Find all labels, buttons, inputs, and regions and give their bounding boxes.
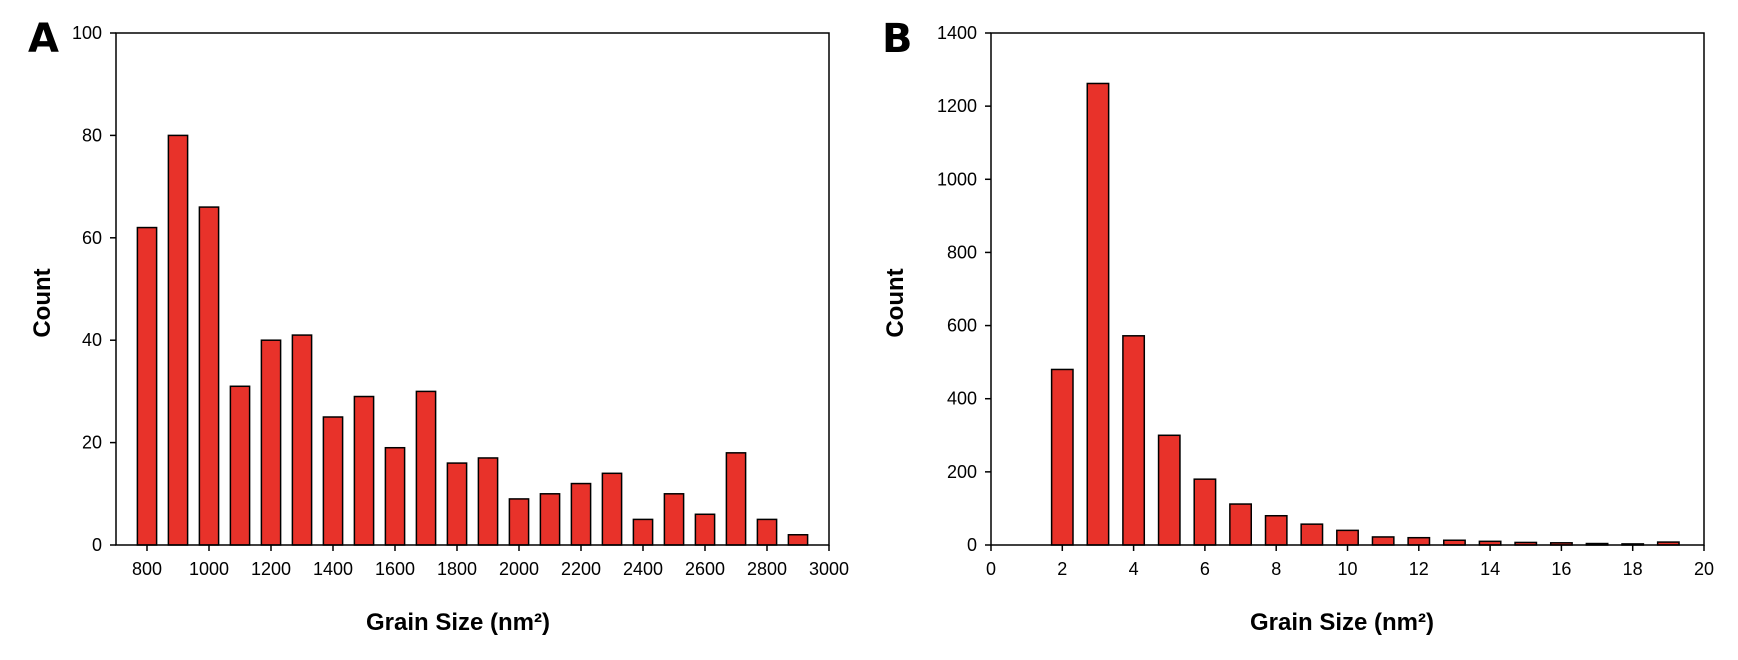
panel-b-bar-8 [1264, 514, 1288, 546]
panel-a-x-tick-label: 3000 [809, 559, 849, 579]
panel-a-bars [136, 134, 809, 546]
panel-a-bar-1100 [229, 385, 251, 546]
panel-b-bar-4 [1122, 335, 1146, 546]
panel-b-letter: B [882, 16, 913, 62]
panel-a-x-tick-label: 1800 [437, 559, 477, 579]
panel-b-y-tick-label: 600 [947, 316, 977, 336]
panel-a-y-tick-label: 20 [82, 433, 102, 453]
panel-b-x-tick-label: 4 [1129, 559, 1139, 579]
panel-a-x-tick-label: 1600 [375, 559, 415, 579]
panel-b-x-axis-title: Grain Size (nm²) [1250, 609, 1434, 636]
panel-a-bar-1900 [477, 457, 499, 546]
panel-b-y-tick-label: 400 [947, 389, 977, 409]
panel-b-x-tick-label: 0 [986, 559, 996, 579]
panel-a-bar-1400 [322, 416, 344, 546]
panel-a-bar-1800 [446, 462, 468, 546]
panel-a-bar-1000 [198, 206, 220, 546]
panel-b-x-tick-label: 8 [1271, 559, 1281, 579]
panel-a-bar-2500 [663, 493, 685, 546]
panel-a-ticks: 800 1000 1200 1400 1600 1800 2000 2200 2400 2600 2… [72, 23, 849, 579]
panel-a-x-tick-label: 2400 [623, 559, 663, 579]
panel-a-y-tick-label: 0 [92, 535, 102, 555]
panel-b-bar-6 [1193, 478, 1217, 546]
panel-a-bar-2200 [570, 482, 592, 546]
panel-b-bar-10 [1336, 529, 1359, 546]
panel-b-x-tick-label: 20 [1694, 559, 1714, 579]
panel-b-chart: B Count Grain Size (nm²) 0 2 4 6 8 10 12 14 16 18… [882, 16, 1714, 636]
panel-a-x-tick-label: 800 [132, 559, 162, 579]
panel-b-y-tick-label: 0 [967, 535, 977, 555]
panel-a-plot-frame [115, 32, 830, 546]
panel-b-ticks: 0 2 4 6 8 10 12 14 16 18 2002004006008001000120014… [937, 23, 1714, 579]
panel-b-x-tick-label: 12 [1409, 559, 1429, 579]
panel-b-x-tick-label: 2 [1057, 559, 1067, 579]
panel-a-bar-2900 [787, 534, 809, 546]
panel-b-bar-7 [1229, 503, 1252, 546]
panel-a-bar-1700 [415, 390, 437, 546]
panel-a-bar-1200 [260, 339, 282, 546]
panel-a-bar-1600 [384, 446, 406, 546]
panel-a-x-tick-label: 2600 [685, 559, 725, 579]
panel-b-y-tick-label: 1400 [937, 23, 977, 43]
panel-a-bar-2300 [601, 472, 623, 546]
panel-b-y-tick-label: 800 [947, 242, 977, 262]
panel-a-y-tick-label: 100 [72, 23, 102, 43]
panel-a-chart: A Count Grain Size (nm²) 800 1000 1200 1400… [28, 16, 849, 636]
panel-a-bar-900 [167, 134, 189, 546]
panel-a-bar-800 [136, 226, 158, 546]
panel-a-bar-1500 [353, 395, 375, 546]
panel-a-x-tick-label: 2200 [561, 559, 601, 579]
panel-a-x-tick-label: 2000 [499, 559, 539, 579]
panel-a-bar-2600 [694, 513, 716, 546]
panel-a-x-tick-label: 2800 [747, 559, 787, 579]
panel-a-letter: A [28, 16, 59, 62]
panel-b-y-tick-label: 200 [947, 462, 977, 482]
panel-a-bar-1300 [291, 334, 313, 546]
panel-a-x-tick-label: 1000 [189, 559, 229, 579]
panel-a-y-tick-label: 60 [82, 228, 102, 248]
panel-a-bar-2100 [539, 493, 561, 546]
panel-b-bar-12 [1407, 536, 1431, 546]
panel-b-bar-11 [1371, 536, 1395, 546]
panel-b-plot-frame [990, 32, 1705, 546]
panel-b-y-tick-label: 1200 [937, 96, 977, 116]
panel-b-bar-2 [1050, 368, 1074, 546]
panel-b-x-tick-label: 6 [1200, 559, 1210, 579]
panel-b-x-tick-label: 16 [1551, 559, 1571, 579]
panel-a-x-tick-label: 1200 [251, 559, 291, 579]
panel-b-bars [1050, 82, 1680, 546]
panel-b-y-axis-title: Count [882, 268, 909, 337]
panel-a-x-tick-label: 1400 [313, 559, 353, 579]
panel-b-x-tick-label: 10 [1337, 559, 1357, 579]
panel-b-y-tick-label: 1000 [937, 169, 977, 189]
panel-a-bar-2400 [632, 518, 654, 546]
panel-a-y-tick-label: 80 [82, 125, 102, 145]
panel-b-x-tick-label: 14 [1480, 559, 1500, 579]
panel-b-x-tick-label: 18 [1623, 559, 1643, 579]
panel-b-bar-3 [1086, 82, 1110, 546]
panel-a-y-axis-title: Count [29, 268, 56, 337]
panel-b-bar-9 [1300, 523, 1324, 546]
panel-b-bar-5 [1157, 434, 1181, 546]
panel-a-bar-2000 [508, 498, 530, 546]
panel-a-x-axis-title: Grain Size (nm²) [366, 609, 550, 636]
panel-a-bar-2800 [756, 518, 778, 546]
panel-a-y-tick-label: 40 [82, 330, 102, 350]
panel-a-bar-2700 [725, 452, 747, 546]
